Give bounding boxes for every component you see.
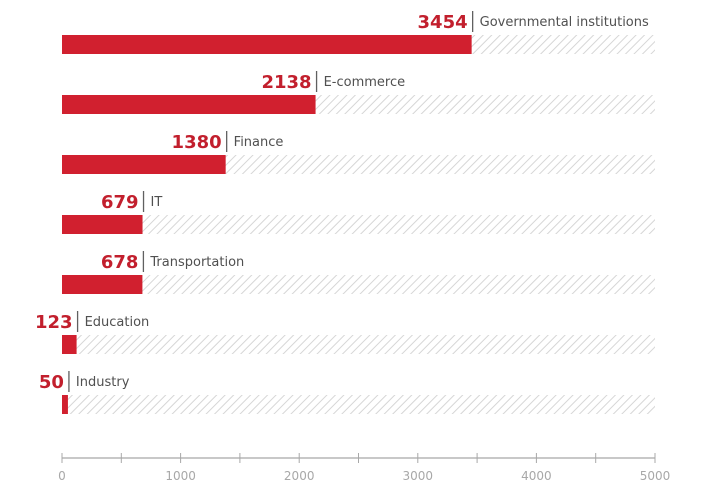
- bar-row: 678 Transportation: [62, 251, 655, 294]
- bar: [62, 95, 316, 114]
- tick-label: 5000: [640, 469, 671, 483]
- x-axis: 0 1000 2000 3000 4000 5000: [58, 453, 670, 483]
- category-label: Transportation: [149, 255, 244, 270]
- bar-row: 123 Education: [35, 311, 655, 354]
- bars-group: 3454 Governmental institutions 2138 E-comme…: [35, 11, 655, 414]
- category-label: Education: [85, 315, 150, 330]
- bar: [62, 275, 143, 294]
- tick-label: 2000: [284, 469, 315, 483]
- bar-row: 50 Industry: [39, 371, 655, 414]
- bar-row: 679 IT: [62, 191, 655, 234]
- value-label: 678: [101, 252, 139, 273]
- tick-label: 4000: [521, 469, 552, 483]
- category-label: Finance: [234, 135, 284, 150]
- value-label: 1380: [172, 132, 222, 153]
- bar: [62, 395, 68, 414]
- bar-row: 1380 Finance: [62, 131, 655, 174]
- bar-track: [62, 215, 655, 234]
- value-label: 2138: [261, 72, 311, 93]
- bar-track: [62, 335, 655, 354]
- tick-label: 3000: [403, 469, 434, 483]
- category-label: Governmental institutions: [480, 15, 649, 30]
- value-label: 123: [35, 312, 73, 333]
- value-label: 679: [101, 192, 139, 213]
- value-label: 50: [39, 372, 64, 393]
- tick-label: 1000: [165, 469, 196, 483]
- bar-row: 2138 E-commerce: [62, 71, 655, 114]
- bar: [62, 35, 472, 54]
- category-label: IT: [151, 195, 163, 210]
- bar: [62, 215, 143, 234]
- bar-track: [62, 395, 655, 414]
- bar-track: [62, 275, 655, 294]
- value-label: 3454: [418, 12, 468, 33]
- category-label: E-commerce: [324, 75, 406, 90]
- category-label: Industry: [76, 375, 130, 390]
- bar: [62, 335, 77, 354]
- bar-row: 3454 Governmental institutions: [62, 11, 655, 54]
- bar: [62, 155, 226, 174]
- tick-label: 0: [58, 469, 66, 483]
